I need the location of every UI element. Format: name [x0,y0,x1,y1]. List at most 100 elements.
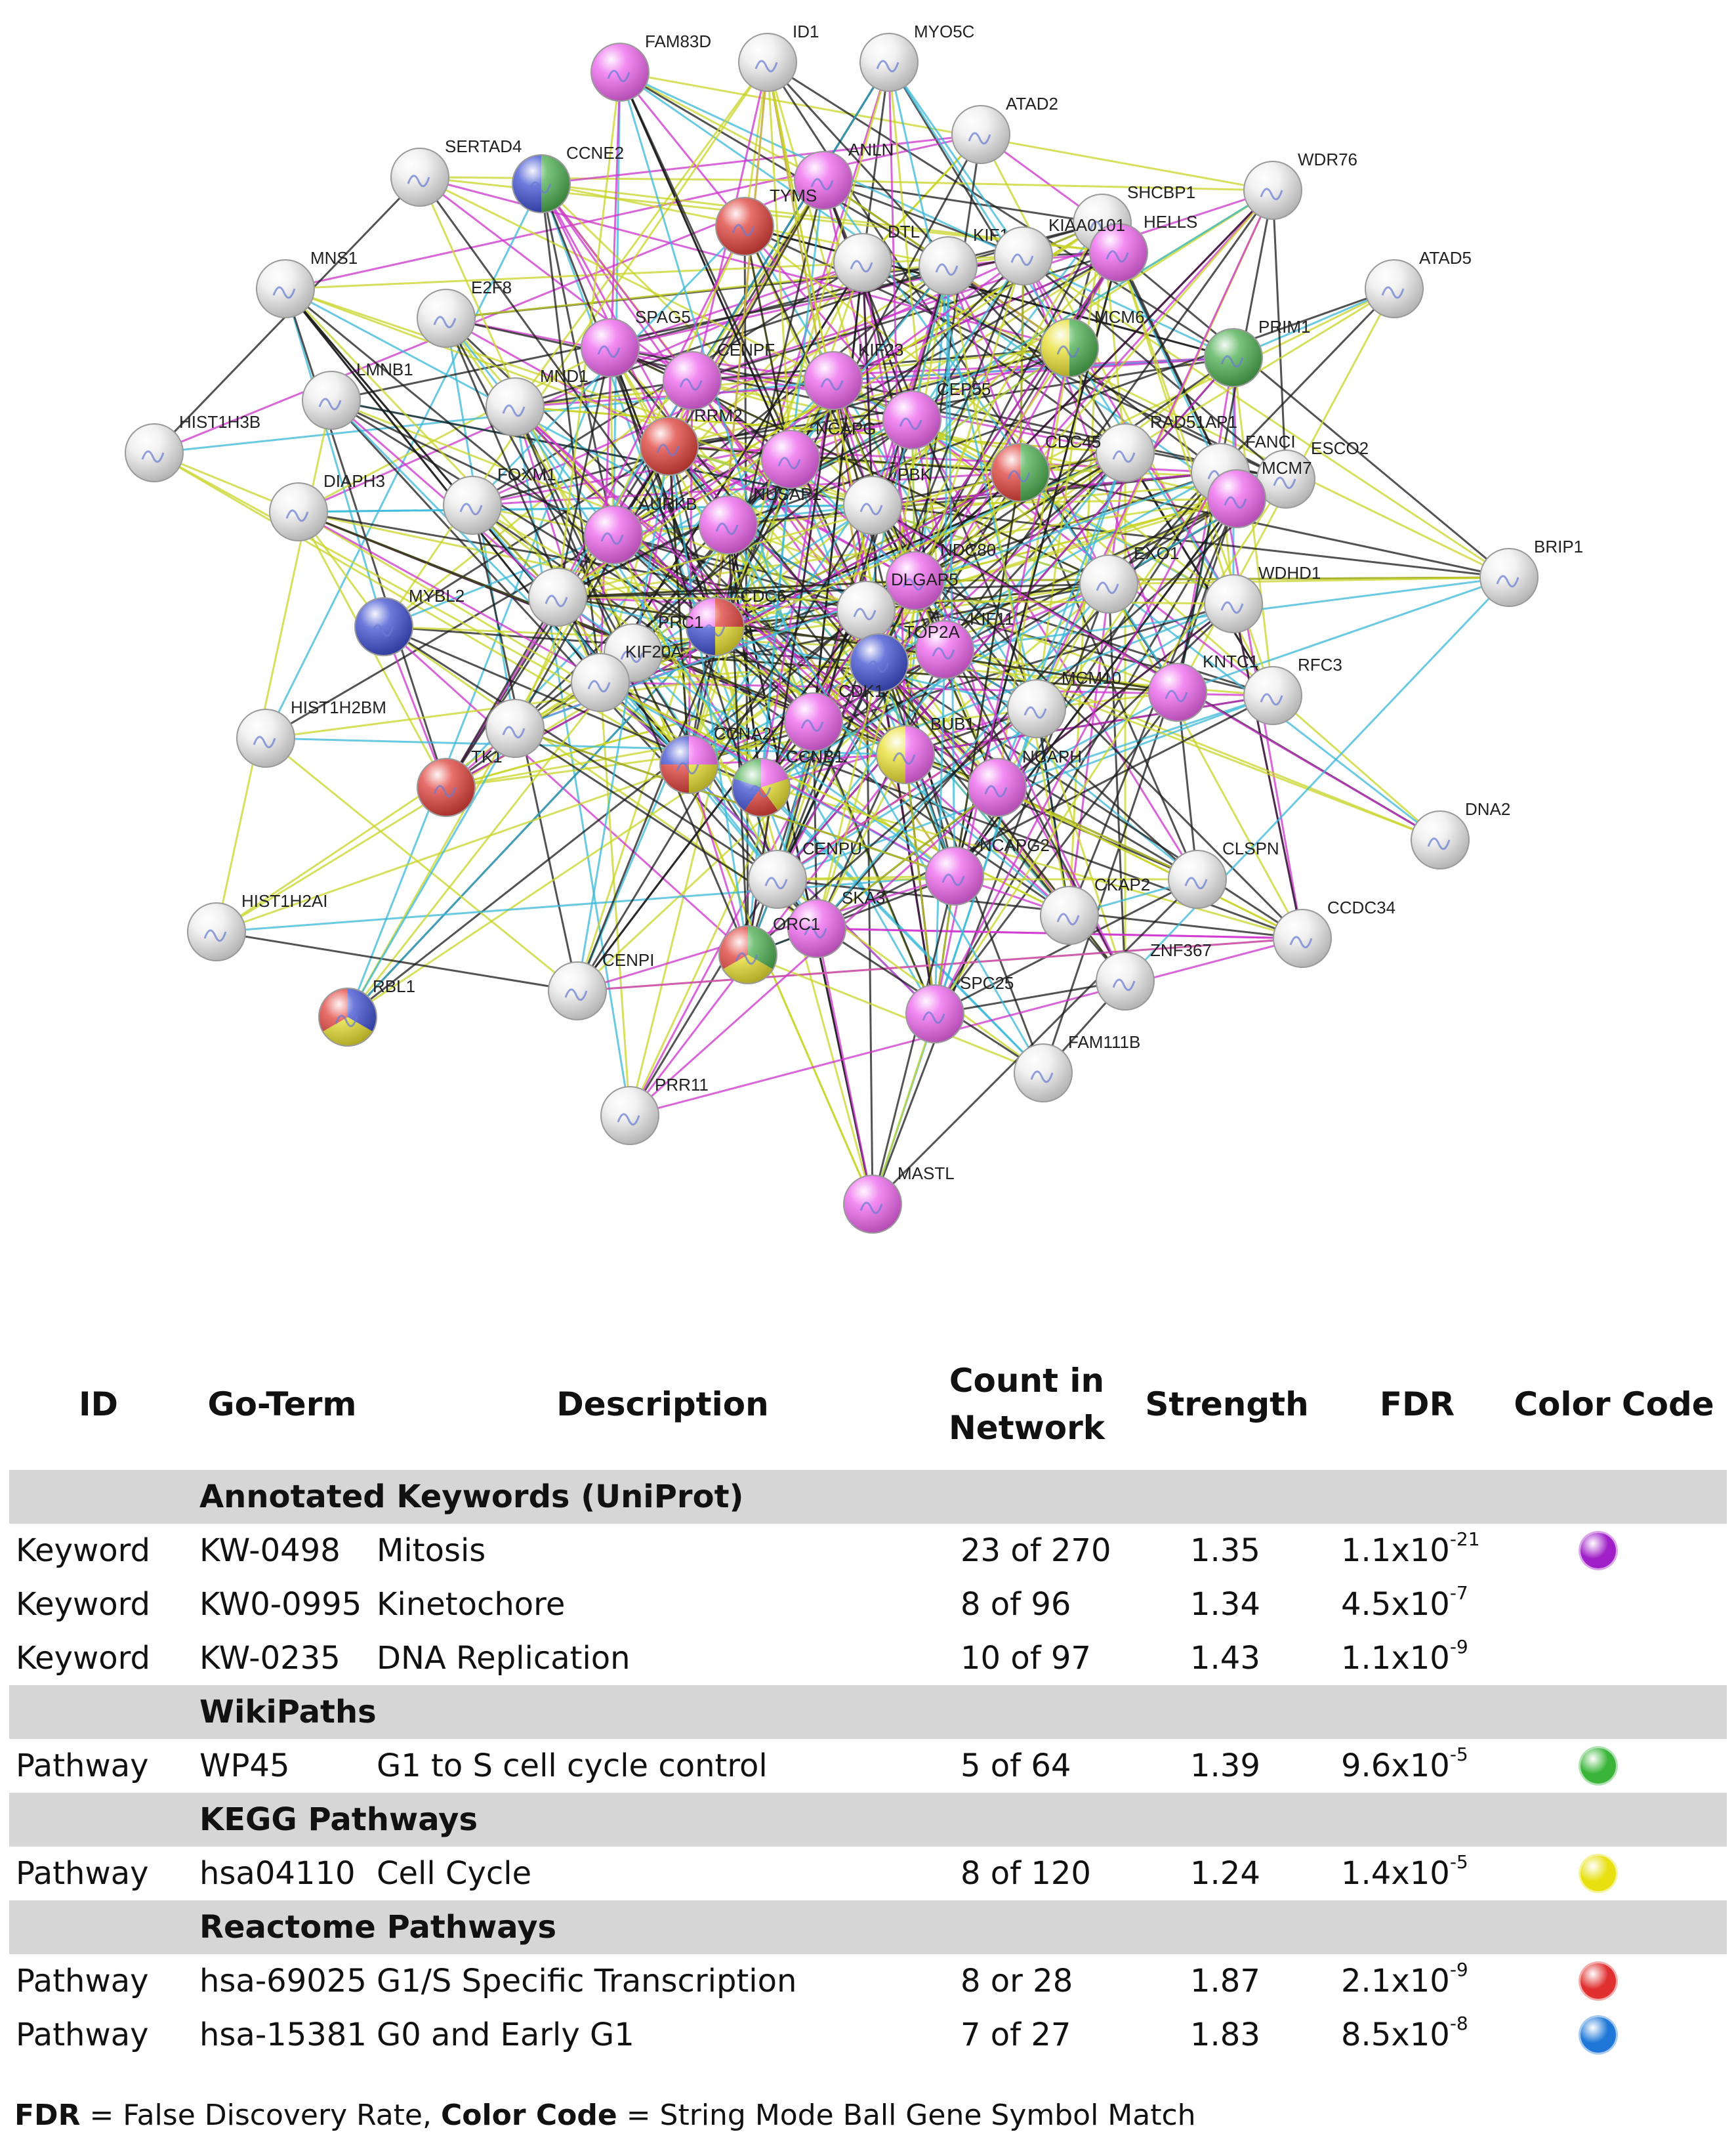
protein-node-mnd1[interactable]: MND1 [486,366,589,436]
interaction-edge [612,534,779,880]
interaction-edge [346,347,611,1018]
protein-node-pbk[interactable]: PBK [843,465,932,535]
protein-node-cdc45[interactable]: CDC45 [991,432,1101,502]
protein-node-prim1[interactable]: PRIM1 [1204,317,1310,387]
protein-node-diaph3[interactable]: DIAPH3 [269,471,385,541]
protein-node-tk1[interactable]: TK1 [417,747,503,817]
protein-node-atad2[interactable]: ATAD2 [951,94,1058,164]
protein-node-hist1h2ai[interactable]: HIST1H2AI [187,891,328,961]
protein-structure-icon [754,60,778,73]
interaction-edge [346,652,634,1018]
protein-node-hells[interactable]: HELLS [1089,212,1197,282]
protein-structure-icon [850,260,873,273]
protein-node-znf367[interactable]: ZNF367 [1096,940,1212,1011]
protein-node-fam111b[interactable]: FAM111B [1014,1032,1140,1102]
node-label: MCM10 [1062,668,1121,688]
protein-node-dlgap5[interactable]: DLGAP5 [837,570,959,640]
protein-node-mcm7[interactable]: MCM7 [1207,458,1312,528]
interaction-edge [1020,471,1510,579]
interaction-edge [576,459,792,992]
protein-node-rad51ap1[interactable]: RAD51AP1 [1096,412,1237,482]
protein-node-prr11[interactable]: PRR11 [600,1075,709,1145]
protein-node-rbl1[interactable]: RBL1 [318,976,415,1047]
protein-node-cenpi[interactable]: CENPI [548,950,654,1020]
interaction-edge [1176,357,1235,693]
protein-node[interactable] [528,568,587,627]
protein-node-bub1[interactable]: BUB1 [876,714,975,784]
protein-node-spag5[interactable]: SPAG5 [581,307,691,377]
protein-node-mastl[interactable]: MASTL [843,1163,955,1234]
protein-node-ccdc34[interactable]: CCDC34 [1273,898,1395,968]
cell-id: Pathway [16,2017,149,2053]
protein-node-kif20a[interactable]: KIF20A [571,642,682,712]
protein-structure-icon [984,785,1008,798]
node-gloss [512,154,571,213]
protein-node-dna2[interactable]: DNA2 [1411,799,1510,869]
protein-node-lmnb1[interactable]: LMNB1 [302,360,413,430]
protein-node-fam83d[interactable]: FAM83D [590,31,711,102]
protein-node-kif23[interactable]: KIF23 [804,340,903,410]
interaction-edge [1035,222,1104,709]
node-gloss [1089,223,1148,282]
protein-node-atad5[interactable]: ATAD5 [1365,248,1472,318]
protein-node-rfc3[interactable]: RFC3 [1243,655,1342,725]
protein-node-tyms[interactable]: TYMS [715,186,817,256]
node-label: FAM111B [1068,1032,1140,1052]
interaction-edge [816,583,1110,929]
protein-node-anln[interactable]: ANLN [794,140,894,210]
node-label: MND1 [540,366,589,386]
protein-node-sertad4[interactable]: SERTAD4 [390,136,522,207]
cell-id: Keyword [16,1532,151,1569]
protein-node-mcm10[interactable]: MCM10 [1007,668,1121,738]
protein-node-brip1[interactable]: BRIP1 [1479,537,1583,607]
protein-node-id1[interactable]: ID1 [738,22,819,92]
protein-node-kntc1[interactable]: KNTC1 [1148,652,1258,722]
protein-node-rrm2[interactable]: RRM2 [640,406,743,476]
protein-node-ckap2[interactable]: CKAP2 [1040,875,1150,945]
protein-node-cdk1[interactable]: CDK1 [784,681,884,751]
protein-node-mcm6[interactable]: MCM6 [1040,307,1145,377]
protein-node-cdc6[interactable]: CDC6 [686,586,787,656]
protein-node-ncapg[interactable]: NCAPG [761,419,876,489]
protein-structure-icon [1260,693,1283,706]
protein-node-ncaph[interactable]: NCAPH [968,747,1082,817]
protein-node[interactable] [486,699,545,758]
protein-node-kif11[interactable]: KIF11 [915,609,1014,679]
protein-node-cenpf[interactable]: CENPF [663,340,775,410]
protein-node-aurkb[interactable]: AURKB [584,494,697,564]
protein-node-wdhd1[interactable]: WDHD1 [1204,563,1321,633]
section-title: Reactome Pathways [199,1909,557,1946]
protein-node-wdr76[interactable]: WDR76 [1243,150,1357,220]
protein-node-dtl[interactable]: DTL [833,222,920,292]
protein-node-clspn[interactable]: CLSPN [1168,839,1279,909]
protein-node-kiaa0101[interactable]: KIAA0101 [994,215,1125,285]
protein-node-spc25[interactable]: SPC25 [905,973,1014,1043]
protein-node-exo1[interactable]: EXO1 [1079,543,1179,614]
protein-node-ndc80[interactable]: NDC80 [886,540,996,610]
protein-node-mns1[interactable]: MNS1 [256,248,358,318]
protein-structure-icon [853,608,877,621]
interaction-edge [1019,472,1199,880]
protein-node-myo5c[interactable]: MYO5C [859,22,974,92]
protein-node-ccne2[interactable]: CCNE2 [512,143,624,213]
protein-node-ska3[interactable]: SKA3 [787,888,886,958]
protein-node-cenpu[interactable]: CENPU [748,839,862,909]
protein-node-nusap1[interactable]: NUSAP1 [699,484,821,554]
protein-node-foxm1[interactable]: FOXM1 [443,465,556,535]
protein-node-hist1h2bm[interactable]: HIST1H2BM [236,698,386,768]
protein-node-esco2[interactable]: ESCO2 [1256,438,1369,509]
node-label: E2F8 [471,278,512,297]
protein-node-ccnb1[interactable]: CCNB1 [732,747,844,817]
protein-structure-icon [1030,1070,1054,1083]
protein-node-mybl2[interactable]: MYBL2 [354,586,465,656]
protein-node-ncapg2[interactable]: NCAPG2 [925,835,1050,906]
protein-structure-icon [1260,188,1283,201]
interaction-edge [871,583,1110,1205]
protein-node-e2f8[interactable]: E2F8 [417,278,512,348]
protein-node-hist1h3b[interactable]: HIST1H3B [125,412,260,482]
protein-node-orc1[interactable]: ORC1 [718,914,820,984]
protein-node-top2a[interactable]: TOP2A [850,622,960,692]
node-gloss [318,988,377,1047]
protein-node-ccna2[interactable]: CCNA2 [659,724,772,794]
protein-node-cep55[interactable]: CEP55 [882,379,991,449]
